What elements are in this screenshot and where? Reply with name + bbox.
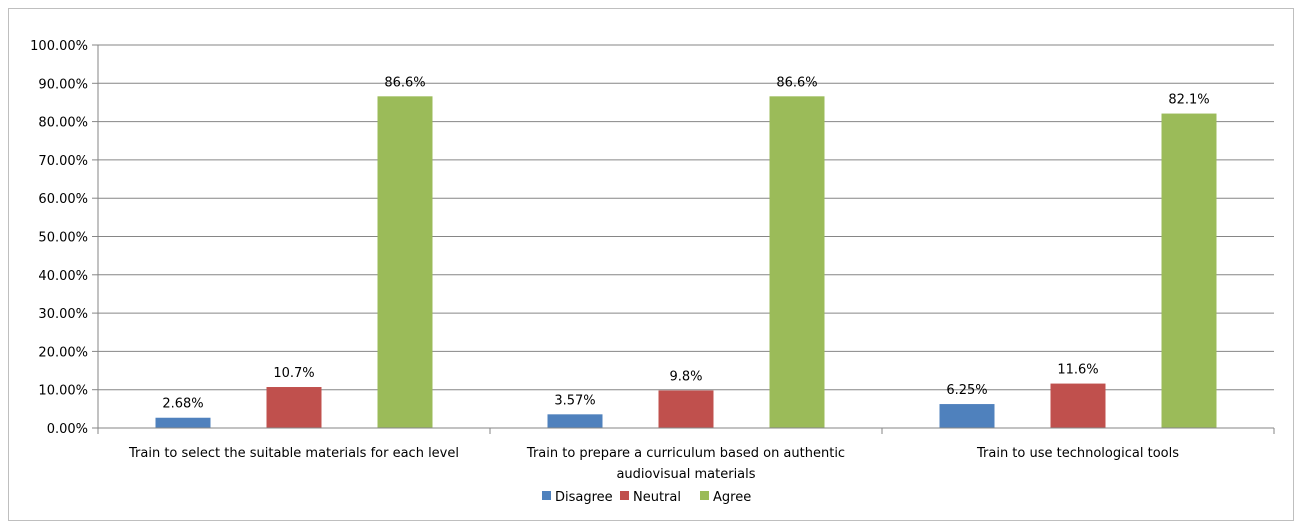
legend: Disagree Neutral Agree — [542, 490, 751, 505]
legend-swatch-disagree — [542, 491, 551, 500]
data-label: 10.7% — [273, 366, 314, 381]
bars — [155, 96, 1217, 429]
legend-label-agree: Agree — [713, 490, 751, 505]
bar-disagree — [155, 417, 211, 428]
y-tick-label: 90.00% — [38, 77, 88, 92]
data-label: 3.57% — [554, 393, 595, 408]
y-tick-label: 0.00% — [47, 422, 88, 437]
y-tick-label: 50.00% — [38, 231, 88, 246]
data-label: 9.8% — [669, 369, 702, 384]
bar-agree — [1161, 113, 1217, 428]
y-tick-label: 60.00% — [38, 192, 88, 207]
bar-neutral — [658, 390, 714, 428]
legend-label-neutral: Neutral — [633, 490, 681, 505]
bar-disagree — [547, 414, 603, 428]
bar-neutral — [1050, 383, 1106, 428]
y-axis: 0.00% 10.00% 20.00% 30.00% 40.00% 50.00% 60.00… — [30, 39, 99, 437]
x-category-label: Train to prepare a curriculum based on a… — [526, 446, 845, 461]
bar-neutral — [266, 387, 322, 428]
data-label: 86.6% — [384, 75, 425, 90]
x-category-label: audiovisual materials — [616, 467, 755, 482]
y-tick-label: 20.00% — [38, 345, 88, 360]
data-label: 86.6% — [776, 75, 817, 90]
data-label: 11.6% — [1057, 363, 1098, 378]
x-category-label: Train to select the suitable materials f… — [128, 446, 459, 461]
y-tick-label: 80.00% — [38, 116, 88, 131]
y-tick-label: 10.00% — [38, 384, 88, 399]
bar-agree — [769, 96, 825, 429]
x-category-label: Train to use technological tools — [976, 446, 1179, 461]
bar-disagree — [939, 404, 995, 428]
y-tick-label: 30.00% — [38, 307, 88, 322]
y-tick-label: 100.00% — [30, 39, 88, 54]
legend-swatch-agree — [700, 491, 709, 500]
x-axis: Train to select the suitable materials f… — [97, 427, 1275, 482]
data-label: 6.25% — [946, 383, 987, 398]
legend-label-disagree: Disagree — [555, 490, 613, 505]
data-label: 2.68% — [162, 397, 203, 412]
y-tick-label: 40.00% — [38, 269, 88, 284]
data-labels: 2.68% 10.7% 86.6% 3.57% 9.8% 86.6% 6.25% 11.6% 8… — [162, 75, 1209, 411]
data-label: 82.1% — [1168, 93, 1209, 108]
bar-agree — [377, 96, 433, 429]
legend-swatch-neutral — [620, 491, 629, 500]
y-tick-label: 70.00% — [38, 154, 88, 169]
chart-frame — [8, 8, 1294, 521]
